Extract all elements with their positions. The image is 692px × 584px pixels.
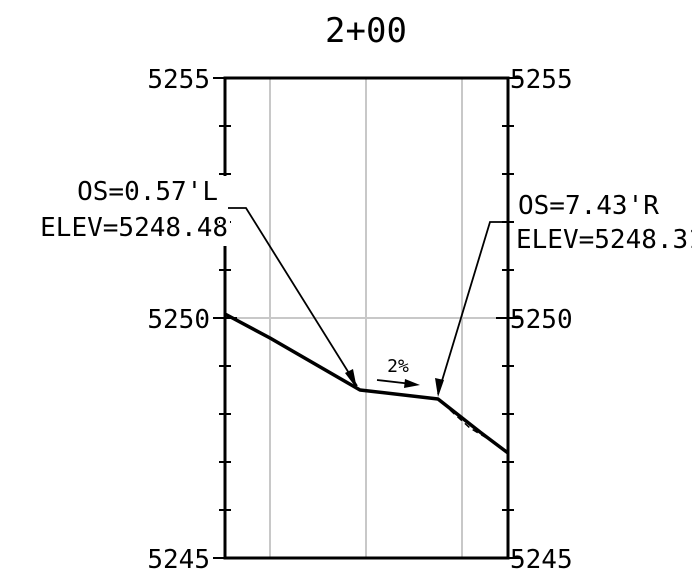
left-leader-line xyxy=(228,207,358,387)
right-callout-offset: OS=7.43'R xyxy=(518,191,659,221)
left-leader-arrowhead xyxy=(345,369,357,389)
right-elev-top: 5255 xyxy=(510,65,573,95)
right-elev-mid: 5250 xyxy=(510,305,573,335)
left-elev-top: 5255 xyxy=(147,65,210,95)
right-leader-arrowhead xyxy=(435,378,444,397)
slope-arrow-head xyxy=(404,379,420,388)
left-callout-offset: OS=0.57'L xyxy=(77,177,218,207)
left-elev-mid: 5250 xyxy=(147,305,210,335)
slope-label: 2% xyxy=(387,356,409,377)
right-callout-elevation: ELEV=5248.31 xyxy=(516,225,692,255)
left-callout-elevation: ELEV=5248.48 xyxy=(40,213,228,243)
right-tick-marks xyxy=(496,77,520,559)
station-title: 2+00 xyxy=(325,11,407,51)
right-leader-line xyxy=(437,221,514,395)
existing-ground-dashed xyxy=(449,409,507,453)
left-elev-bottom: 5245 xyxy=(147,545,210,575)
right-elev-bottom: 5245 xyxy=(510,545,573,575)
profile-line xyxy=(224,312,510,455)
